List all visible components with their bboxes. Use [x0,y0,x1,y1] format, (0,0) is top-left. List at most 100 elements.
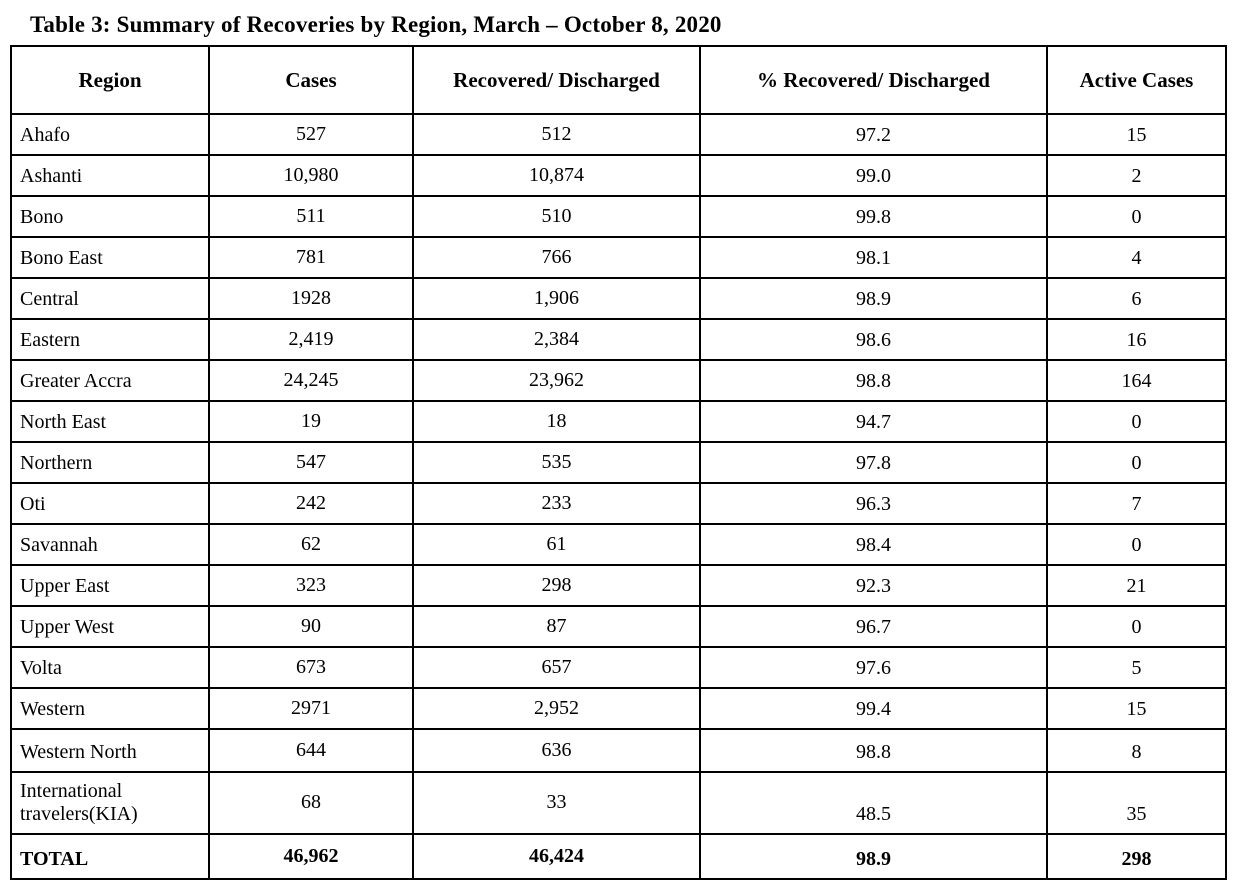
cell-cases: 24,245 [208,359,414,402]
cell-region: International travelers(KIA) [10,771,210,835]
cell-pct-recovered: 99.4 [699,687,1048,730]
table-row: Upper West 90 87 96.7 0 [10,605,1227,648]
cell-active-cases: 15 [1046,113,1227,156]
cell-cases: 323 [208,564,414,607]
cell-pct-recovered: 98.8 [699,728,1048,773]
cell-active-cases: 21 [1046,564,1227,607]
cell-region: Upper West [10,605,210,648]
cell-active-cases: 5 [1046,646,1227,689]
cell-recovered: 87 [412,605,701,648]
cell-recovered: 510 [412,195,701,238]
cell-recovered: 2,952 [412,687,701,730]
cell-recovered: 61 [412,523,701,566]
cell-cases: 19 [208,400,414,443]
cell-active-cases: 4 [1046,236,1227,279]
cell-active-cases: 0 [1046,195,1227,238]
cell-active-cases: 15 [1046,687,1227,730]
cell-active-cases: 8 [1046,728,1227,773]
cell-active-cases: 0 [1046,400,1227,443]
cell-pct-recovered: 97.6 [699,646,1048,689]
cell-cases: 547 [208,441,414,484]
cell-region: Oti [10,482,210,525]
cell-region: Bono East [10,236,210,279]
header-row: Region Cases Recovered/ Discharged % Rec… [10,45,1227,115]
cell-cases: 673 [208,646,414,689]
cell-pct-recovered: 98.9 [699,277,1048,320]
cell-region: Ahafo [10,113,210,156]
table-row: North East 19 18 94.7 0 [10,400,1227,443]
cell-recovered: 657 [412,646,701,689]
cell-pct-recovered: 96.3 [699,482,1048,525]
table-row: International travelers(KIA) 68 33 48.5 … [10,771,1227,835]
cell-pct-recovered: 98.1 [699,236,1048,279]
cell-pct-recovered: 92.3 [699,564,1048,607]
total-cell-pct-recovered: 98.9 [699,833,1048,880]
cell-cases: 2,419 [208,318,414,361]
table-row: Central 1928 1,906 98.9 6 [10,277,1227,320]
cell-active-cases: 0 [1046,605,1227,648]
table-row: Bono 511 510 99.8 0 [10,195,1227,238]
total-cell-region: TOTAL [10,833,210,880]
cell-active-cases: 35 [1046,771,1227,835]
recoveries-table: Region Cases Recovered/ Discharged % Rec… [10,45,1227,880]
cell-pct-recovered: 96.7 [699,605,1048,648]
cell-active-cases: 0 [1046,523,1227,566]
cell-active-cases: 16 [1046,318,1227,361]
cell-cases: 2971 [208,687,414,730]
cell-pct-recovered: 98.8 [699,359,1048,402]
cell-region: Eastern [10,318,210,361]
cell-pct-recovered: 97.8 [699,441,1048,484]
cell-cases: 90 [208,605,414,648]
cell-active-cases: 6 [1046,277,1227,320]
cell-region: Northern [10,441,210,484]
table-row: Western 2971 2,952 99.4 15 [10,687,1227,730]
cell-pct-recovered: 94.7 [699,400,1048,443]
table-row: Eastern 2,419 2,384 98.6 16 [10,318,1227,361]
cell-cases: 781 [208,236,414,279]
cell-region: Volta [10,646,210,689]
cell-recovered: 233 [412,482,701,525]
cell-cases: 511 [208,195,414,238]
cell-recovered: 23,962 [412,359,701,402]
cell-active-cases: 7 [1046,482,1227,525]
cell-active-cases: 164 [1046,359,1227,402]
table-row: Northern 547 535 97.8 0 [10,441,1227,484]
col-header-region: Region [10,45,210,115]
cell-cases: 62 [208,523,414,566]
cell-active-cases: 2 [1046,154,1227,197]
table-row: Oti 242 233 96.3 7 [10,482,1227,525]
cell-region: Upper East [10,564,210,607]
total-cell-cases: 46,962 [208,833,414,880]
cell-region: Greater Accra [10,359,210,402]
cell-recovered: 1,906 [412,277,701,320]
col-header-recovered: Recovered/ Discharged [412,45,701,115]
cell-region: Savannah [10,523,210,566]
cell-region: North East [10,400,210,443]
cell-recovered: 18 [412,400,701,443]
cell-region: Bono [10,195,210,238]
cell-recovered: 33 [412,771,701,835]
table-row: Greater Accra 24,245 23,962 98.8 164 [10,359,1227,402]
col-header-active-cases: Active Cases [1046,45,1227,115]
table-row: Volta 673 657 97.6 5 [10,646,1227,689]
cell-region: Western North [10,728,210,773]
cell-region: Central [10,277,210,320]
cell-recovered: 535 [412,441,701,484]
table-row: Savannah 62 61 98.4 0 [10,523,1227,566]
cell-region: Western [10,687,210,730]
table-row: Bono East 781 766 98.1 4 [10,236,1227,279]
table-row: Upper East 323 298 92.3 21 [10,564,1227,607]
cell-active-cases: 0 [1046,441,1227,484]
col-header-cases: Cases [208,45,414,115]
cell-cases: 1928 [208,277,414,320]
cell-recovered: 636 [412,728,701,773]
cell-recovered: 512 [412,113,701,156]
cell-recovered: 766 [412,236,701,279]
table-caption: Table 3: Summary of Recoveries by Region… [30,12,722,37]
cell-pct-recovered: 48.5 [699,771,1048,835]
cell-cases: 527 [208,113,414,156]
cell-pct-recovered: 98.4 [699,523,1048,566]
table-row: Western North 644 636 98.8 8 [10,728,1227,773]
table-row: Ashanti 10,980 10,874 99.0 2 [10,154,1227,197]
cell-region: Ashanti [10,154,210,197]
